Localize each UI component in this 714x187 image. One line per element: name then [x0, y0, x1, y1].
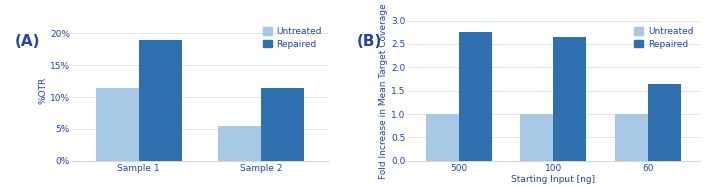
Y-axis label: Fold Increase in Mean Target Coverage: Fold Increase in Mean Target Coverage: [379, 3, 388, 179]
Bar: [426, 114, 459, 161]
Bar: [218, 126, 261, 161]
Bar: [96, 88, 139, 161]
X-axis label: Starting Input [ng]: Starting Input [ng]: [511, 175, 595, 184]
Y-axis label: %OTR: %OTR: [38, 77, 47, 104]
Bar: [459, 32, 492, 161]
Bar: [261, 88, 304, 161]
Bar: [521, 114, 553, 161]
Legend: Untreated, Repaired: Untreated, Repaired: [633, 25, 695, 50]
Legend: Untreated, Repaired: Untreated, Repaired: [261, 25, 324, 50]
Bar: [648, 84, 681, 161]
Bar: [615, 114, 648, 161]
Bar: [139, 40, 181, 161]
Bar: [553, 37, 586, 161]
Text: (B): (B): [357, 34, 383, 49]
Text: (A): (A): [14, 34, 40, 49]
